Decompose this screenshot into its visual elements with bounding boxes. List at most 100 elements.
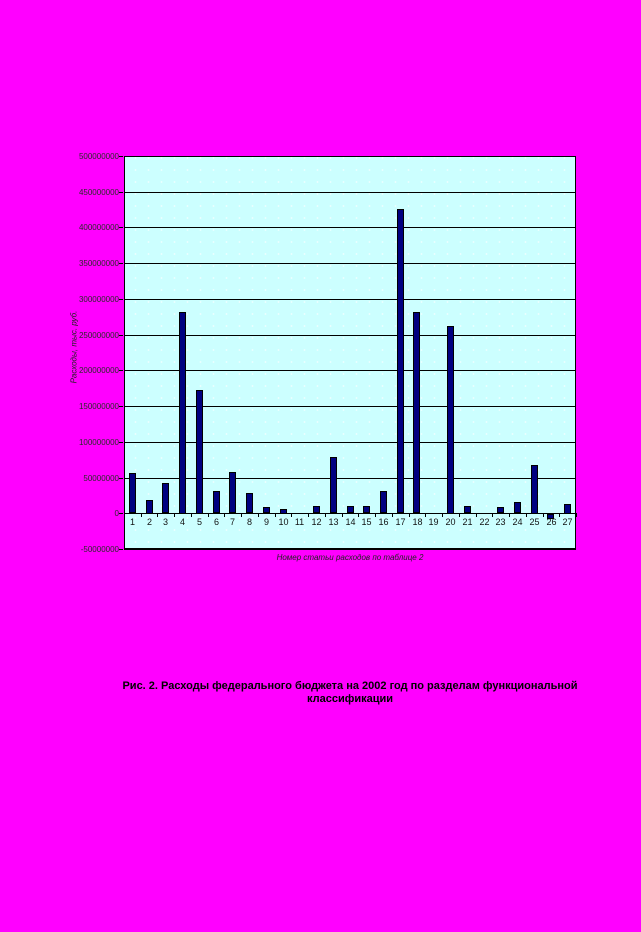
y-axis-tick-label: 200000000 — [78, 366, 119, 375]
bar — [497, 507, 504, 513]
x-axis-tick — [241, 513, 242, 517]
x-axis-tick — [275, 513, 276, 517]
x-axis-tick — [124, 513, 125, 517]
gridline — [124, 406, 576, 407]
x-axis-category-label: 24 — [512, 517, 523, 527]
bar — [514, 502, 521, 513]
x-axis-category-label: 7 — [229, 517, 235, 527]
x-axis-tick — [141, 513, 142, 517]
gridline — [124, 513, 576, 514]
chart-plot-area — [124, 156, 576, 549]
x-axis-tick — [543, 513, 544, 517]
y-axis-tick — [119, 370, 123, 371]
x-axis-tick — [559, 513, 560, 517]
y-axis-tick-label: 500000000 — [78, 152, 119, 161]
x-axis-tick — [224, 513, 225, 517]
bar — [313, 506, 320, 513]
y-axis-tick — [119, 156, 123, 157]
y-axis-tick-label: 0 — [114, 509, 119, 518]
bar — [330, 457, 337, 513]
y-axis-tick — [119, 442, 123, 443]
x-axis-category-label: 23 — [495, 517, 506, 527]
gridline — [124, 263, 576, 264]
bar — [347, 506, 354, 513]
gridline — [124, 227, 576, 228]
gridline — [124, 299, 576, 300]
x-axis-category-label: 9 — [263, 517, 269, 527]
bar — [280, 509, 287, 514]
y-axis-tick — [119, 299, 123, 300]
x-axis-category-label: 10 — [278, 517, 289, 527]
gridline — [124, 156, 576, 157]
bar — [263, 507, 270, 513]
y-axis-tick-label: 400000000 — [78, 223, 119, 232]
bar — [564, 504, 571, 514]
bar — [213, 491, 220, 513]
x-axis-category-label: 15 — [361, 517, 372, 527]
gridline — [124, 192, 576, 193]
x-axis-tick — [375, 513, 376, 517]
x-axis-category-label: 5 — [196, 517, 202, 527]
bar — [531, 465, 538, 514]
x-axis-tick — [174, 513, 175, 517]
bar — [229, 472, 236, 513]
x-axis-category-label: 6 — [213, 517, 219, 527]
x-axis-tick — [492, 513, 493, 517]
x-axis-category-label: 2 — [146, 517, 152, 527]
x-axis-category-label: 4 — [179, 517, 185, 527]
x-axis-category-label: 14 — [345, 517, 356, 527]
y-axis-tick — [119, 513, 123, 514]
x-axis-category-label: 12 — [311, 517, 322, 527]
bar — [464, 506, 471, 513]
x-axis-category-label: 22 — [479, 517, 490, 527]
y-axis-tick-label: 100000000 — [78, 438, 119, 447]
bar — [363, 506, 370, 513]
y-axis-tick — [119, 549, 123, 550]
x-axis-category-label: 13 — [328, 517, 339, 527]
x-axis-tick — [291, 513, 292, 517]
x-axis-category-label: 18 — [412, 517, 423, 527]
y-axis-tick-label: 350000000 — [78, 259, 119, 268]
x-axis-tick — [308, 513, 309, 517]
x-axis-tick — [459, 513, 460, 517]
y-axis-tick — [119, 227, 123, 228]
x-axis-tick — [576, 513, 577, 517]
bar — [162, 483, 169, 513]
gridline — [124, 335, 576, 336]
x-axis-tick — [258, 513, 259, 517]
figure-caption-line1: Рис. 2. Расходы федерального бюджета на … — [122, 680, 578, 692]
y-axis-tick — [119, 335, 123, 336]
bar — [246, 493, 253, 513]
x-axis-tick — [358, 513, 359, 517]
x-axis-category-label: 1 — [129, 517, 135, 527]
x-axis-category-label: 26 — [546, 517, 557, 527]
y-axis-tick-label: 450000000 — [78, 188, 119, 197]
x-axis-tick — [342, 513, 343, 517]
bar — [380, 491, 387, 513]
gridline — [124, 370, 576, 371]
gridline — [124, 442, 576, 443]
x-axis-tick — [392, 513, 393, 517]
x-axis-tick — [425, 513, 426, 517]
y-axis-tick-label: -50000000 — [80, 545, 119, 554]
x-axis-tick — [526, 513, 527, 517]
x-axis-category-label: 17 — [395, 517, 406, 527]
y-axis-tick — [119, 478, 123, 479]
x-axis-category-label: 3 — [162, 517, 168, 527]
x-axis-tick — [442, 513, 443, 517]
x-axis-category-label: 20 — [445, 517, 456, 527]
x-axis-category-label: 19 — [428, 517, 439, 527]
bar — [196, 390, 203, 514]
bar — [547, 514, 554, 519]
y-axis-tick — [119, 406, 123, 407]
y-axis-tick — [119, 263, 123, 264]
y-axis-tick — [119, 192, 123, 193]
gridline — [124, 478, 576, 479]
bar — [447, 326, 454, 514]
x-axis-category-label: 27 — [562, 517, 573, 527]
x-axis-tick — [476, 513, 477, 517]
y-axis-tick-label: 50000000 — [83, 474, 119, 483]
bar — [397, 209, 404, 513]
y-axis-tick-label: 150000000 — [78, 402, 119, 411]
